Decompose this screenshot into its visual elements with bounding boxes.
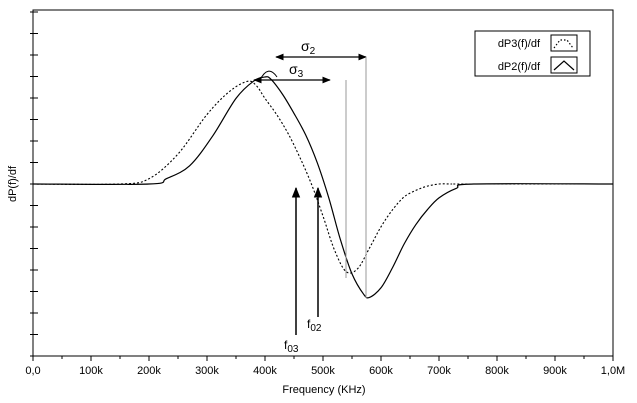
legend-symbol-dp2: [553, 60, 575, 71]
axis-ticks: 0,0 100k 200k 300k 400k 500k 600k 700k 800k 900k 1…: [25, 11, 625, 377]
peak-arc: [259, 70, 278, 81]
legend-swatch-dp2: [550, 56, 578, 74]
x-axis-label: Frequency (KHz): [282, 384, 365, 396]
f03-label: f03: [284, 338, 299, 355]
legend-swatch-dp3: [550, 34, 578, 52]
legend: dP3(f)/df dP2(f)/df: [474, 30, 591, 77]
legend-label-dp2: dP2(f)/df: [498, 61, 541, 73]
legend-symbol-dp3: [553, 39, 574, 49]
x-tick-label: 600k: [369, 365, 393, 377]
annotations: σ2 σ3 f02 f03: [253, 38, 367, 355]
x-tick-label: 800k: [485, 365, 509, 377]
y-axis-label: dP(f)/df: [7, 165, 19, 202]
legend-label-dp3: dP3(f)/df: [498, 38, 541, 50]
x-tick-label: 500k: [311, 365, 335, 377]
f02-label: f02: [307, 317, 322, 334]
x-tick-label: 100k: [79, 365, 103, 377]
series-line-dp3: [32, 80, 613, 274]
x-tick-label: 1,0M: [601, 365, 625, 377]
x-tick-label: 0,0: [25, 365, 40, 377]
x-tick-label: 700k: [427, 365, 451, 377]
x-tick-label: 200k: [137, 365, 161, 377]
x-tick-label: 400k: [253, 365, 277, 377]
series-line-dp2: [32, 76, 614, 299]
series-group: [32, 76, 614, 299]
x-tick-label: 300k: [195, 365, 219, 377]
sigma3-label: σ3: [289, 61, 304, 80]
sigma2-label: σ2: [301, 38, 316, 57]
x-tick-label: 900k: [543, 365, 567, 377]
